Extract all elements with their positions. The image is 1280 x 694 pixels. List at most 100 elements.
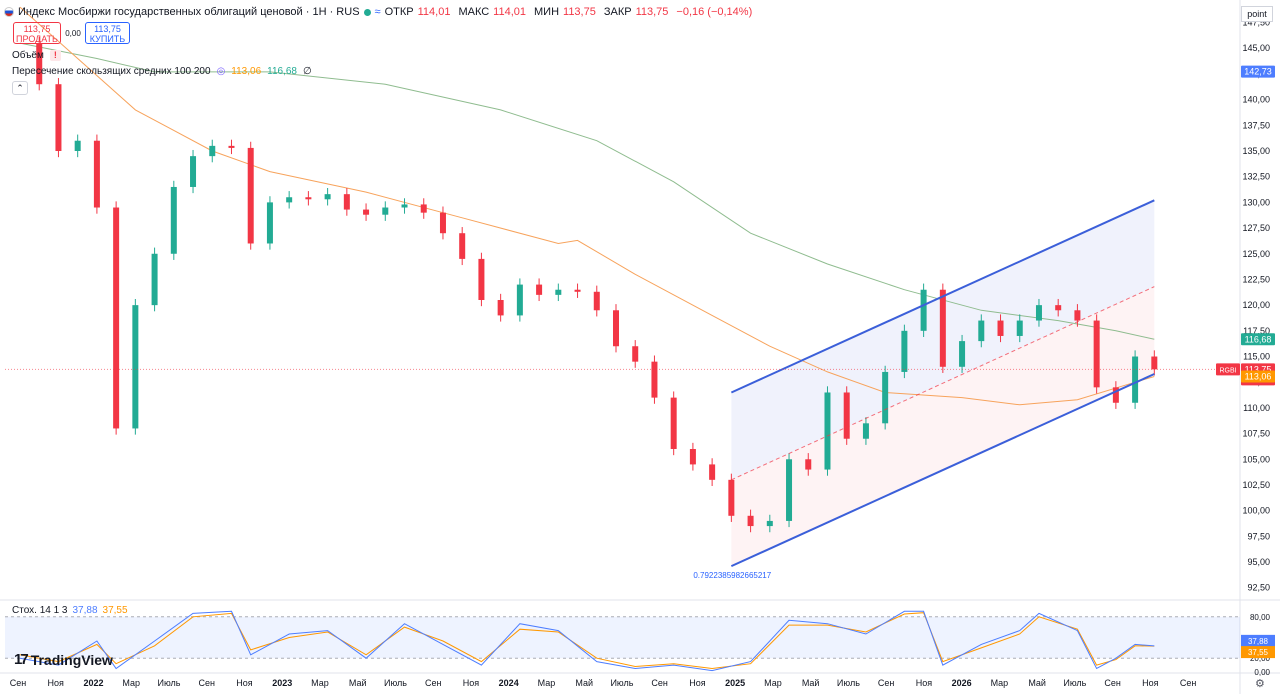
tradingview-logo-icon: 17 — [14, 651, 29, 668]
stoch-d-value: 37,55 — [102, 605, 128, 616]
candle-body — [709, 464, 716, 480]
y-tick-label: 92,50 — [1247, 583, 1270, 593]
candle-body — [459, 233, 466, 259]
axis-unit-label[interactable]: point — [1241, 6, 1273, 22]
candle-body — [632, 346, 639, 362]
chart-title: Индекс Мосбиржи государственных облигаци… — [18, 6, 360, 18]
candle-body — [74, 140, 81, 151]
candle-body — [747, 515, 754, 527]
candle-body — [516, 284, 523, 316]
y-tick-label: 140,00 — [1242, 95, 1270, 105]
candle-body — [689, 449, 696, 465]
y-tick-label: 125,00 — [1242, 249, 1270, 259]
candle-body — [190, 156, 197, 187]
volume-indicator[interactable]: Объём ! — [12, 50, 61, 61]
stoch-value-label: 37,55 — [1248, 648, 1269, 657]
x-tick-label: Сен — [10, 678, 27, 688]
candle-body — [363, 209, 370, 215]
close-label: ЗАКР — [603, 6, 632, 18]
candle-body — [651, 361, 658, 398]
buy-button[interactable]: 113,75 КУПИТЬ — [85, 22, 130, 44]
candle-body — [266, 202, 273, 244]
y-tick-label: 102,50 — [1242, 480, 1270, 490]
stoch-k-line — [19, 610, 1155, 672]
x-tick-label: 2023 — [272, 678, 292, 688]
price-label: 113,06 — [1245, 371, 1272, 381]
candle-body — [1093, 320, 1100, 388]
candle-body — [305, 197, 312, 200]
stoch-y-tick-label: 20,00 — [1250, 654, 1271, 663]
compare-icon[interactable]: ≈ — [374, 6, 381, 18]
y-tick-label: 145,00 — [1242, 43, 1270, 53]
price-label: 116,68 — [1245, 334, 1272, 344]
candle-body — [286, 197, 293, 203]
x-tick-label: Сен — [198, 678, 215, 688]
channel-mid-line — [731, 286, 1155, 481]
change-value: −0,16 (−0,14%) — [676, 6, 753, 18]
y-tick-label: 147,50 — [1242, 18, 1270, 28]
candle-body — [997, 320, 1004, 336]
candle-body — [728, 479, 735, 516]
x-tick-label: Июль — [384, 678, 407, 688]
open-label: ОТКР — [384, 6, 414, 18]
x-tick-label: 2025 — [725, 678, 745, 688]
channel-lower-fill — [731, 286, 1155, 567]
warning-icon[interactable]: ! — [49, 50, 61, 61]
tradingview-logo[interactable]: 17 TradingView — [14, 651, 113, 668]
candle-body — [1055, 305, 1062, 311]
x-tick-label: Июль — [610, 678, 633, 688]
y-tick-label: 132,50 — [1242, 172, 1270, 182]
x-tick-label: 2022 — [83, 678, 103, 688]
gear-icon[interactable]: ⚙ — [1255, 678, 1265, 690]
x-tick-label: Сен — [1104, 678, 1121, 688]
y-tick-label: 97,50 — [1247, 531, 1270, 541]
y-tick-label: 95,00 — [1247, 557, 1270, 567]
y-tick-label: 130,00 — [1242, 197, 1270, 207]
x-tick-label: Мар — [122, 678, 140, 688]
channel-ratio-label: 0.7922385982665217 — [693, 571, 771, 580]
y-tick-label: 105,00 — [1242, 454, 1270, 464]
candle-body — [1132, 356, 1139, 403]
price-label-bg — [1241, 370, 1275, 383]
chevron-up-icon[interactable]: ⌃ — [12, 81, 28, 95]
high-value: 114,01 — [493, 6, 526, 18]
low-label: МИН — [534, 6, 560, 18]
stoch-legend[interactable]: Стох. 14 1 3 37,88 37,55 — [12, 605, 128, 616]
candle-body — [1112, 387, 1119, 403]
x-tick-label: Ноя — [1142, 678, 1159, 688]
candle-body — [805, 459, 812, 470]
candle-body — [843, 392, 850, 439]
candle-body — [324, 194, 331, 200]
candle-body — [497, 300, 504, 316]
candle-body — [209, 145, 216, 157]
open-value: 114,01 — [417, 6, 451, 18]
x-tick-label: 2026 — [952, 678, 972, 688]
x-tick-label: Сен — [1180, 678, 1197, 688]
x-tick-label: Ноя — [463, 678, 480, 688]
sell-button[interactable]: 113,75 ПРОДАТЬ — [13, 22, 61, 44]
x-tick-label: 2024 — [499, 678, 519, 688]
y-tick-label: 110,00 — [1243, 403, 1270, 413]
candle-body — [478, 258, 485, 300]
candle-body — [382, 207, 389, 215]
candle-body — [151, 253, 158, 306]
x-tick-label: Мар — [991, 678, 1009, 688]
loading-icon: ◎ — [216, 66, 226, 77]
price-label: 142,73 — [1244, 67, 1272, 77]
candle-body — [420, 204, 427, 213]
candle-body — [343, 194, 350, 210]
candle-body — [536, 284, 543, 295]
ma-cross-indicator[interactable]: Пересечение скользящих средних 100 200 ◎… — [12, 66, 312, 77]
ma-extra-value: ∅ — [302, 66, 312, 77]
candle-body — [93, 140, 100, 208]
candle-body — [786, 459, 793, 521]
symbol-tag-bg — [1216, 363, 1240, 376]
x-tick-label: Июль — [1063, 678, 1086, 688]
x-tick-label: Май — [575, 678, 593, 688]
stoch-value-label: 37,88 — [1248, 637, 1269, 646]
x-tick-label: Май — [1028, 678, 1046, 688]
candle-body — [401, 204, 408, 208]
high-label: МАКС — [458, 6, 490, 18]
spread-value: 0,00 — [65, 29, 81, 38]
